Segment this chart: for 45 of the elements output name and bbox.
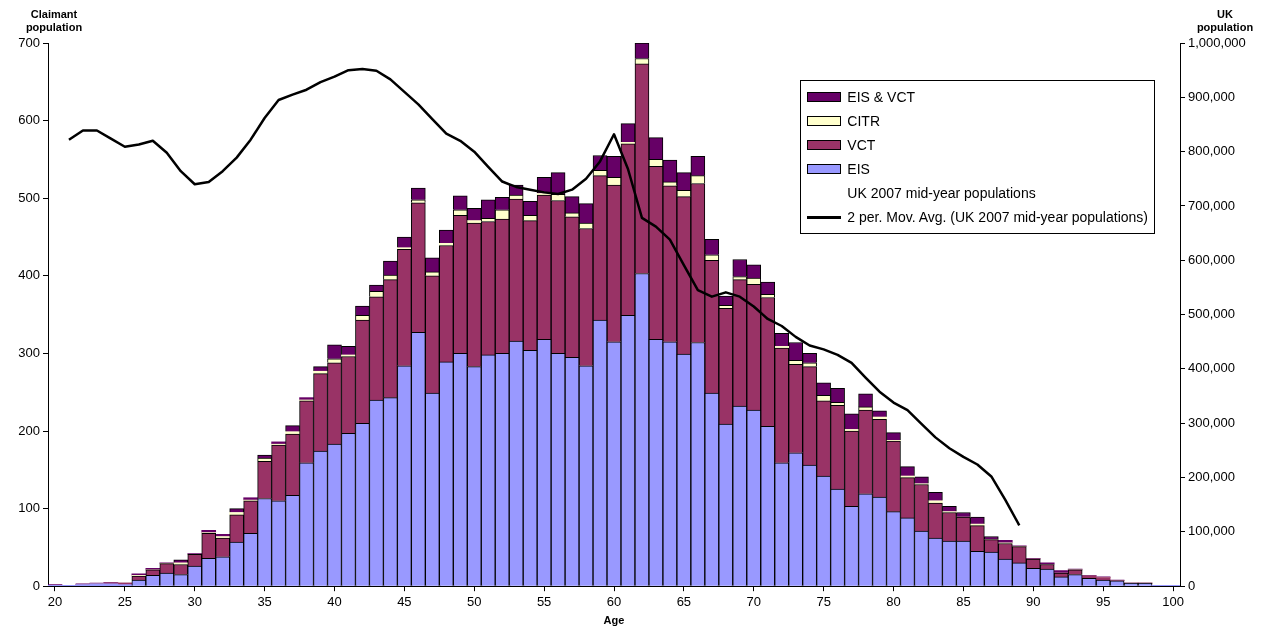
y2-tick-label: 1,000,000 bbox=[1188, 34, 1246, 50]
x-axis-title: Age bbox=[603, 614, 625, 627]
y2-tick-label: 700,000 bbox=[1188, 197, 1235, 213]
y-tick-label: 0 bbox=[32, 577, 40, 593]
x-tick-label: 80 bbox=[886, 593, 901, 609]
legend-label: VCT bbox=[847, 137, 876, 153]
y2-tick-label: 600,000 bbox=[1188, 251, 1235, 267]
x-tick-label: 45 bbox=[397, 593, 412, 609]
y2-tick-label: 300,000 bbox=[1188, 414, 1235, 430]
y-tick-label: 600 bbox=[18, 112, 40, 128]
x-tick-label: 90 bbox=[1026, 593, 1041, 609]
x-tick-label: 70 bbox=[746, 593, 761, 609]
y-tick-label: 300 bbox=[18, 344, 40, 360]
y-tick-label: 100 bbox=[18, 500, 40, 516]
y2-tick-label: 500,000 bbox=[1188, 306, 1235, 322]
x-tick-label: 95 bbox=[1095, 593, 1111, 609]
y2-tick-label: 200,000 bbox=[1188, 469, 1235, 485]
legend-label: EIS & VCT bbox=[847, 89, 916, 105]
x-tick-label: 40 bbox=[327, 593, 342, 609]
x-tick-label: 55 bbox=[536, 593, 552, 609]
y-axis-title: Claimant population bbox=[24, 8, 84, 34]
legend-label: CITR bbox=[847, 113, 881, 129]
y2-tick-label: 100,000 bbox=[1188, 523, 1235, 539]
y-tick-label: 200 bbox=[18, 422, 40, 438]
x-tick-label: 60 bbox=[606, 593, 622, 609]
x-tick-label: 65 bbox=[676, 593, 692, 609]
x-tick-label: 100 bbox=[1162, 593, 1184, 609]
legend-label: EIS bbox=[847, 161, 870, 177]
legend-label: 2 per. Mov. Avg. (UK 2007 mid-year populations) bbox=[847, 209, 1148, 225]
x-tick-label: 75 bbox=[816, 593, 831, 609]
y-tick-label: 400 bbox=[18, 267, 40, 283]
x-tick-label: 20 bbox=[47, 593, 63, 609]
y2-tick-label: 400,000 bbox=[1188, 360, 1235, 376]
x-tick-label: 35 bbox=[257, 593, 272, 609]
y2-axis-title: UK population bbox=[1195, 8, 1255, 34]
x-tick-label: 50 bbox=[467, 593, 482, 609]
y2-tick-label: 900,000 bbox=[1188, 88, 1235, 104]
x-tick-label: 30 bbox=[187, 593, 202, 609]
y2-tick-label: 0 bbox=[1188, 577, 1196, 593]
x-tick-label: 25 bbox=[117, 593, 133, 609]
y-tick-label: 500 bbox=[18, 189, 40, 205]
y2-tick-label: 800,000 bbox=[1188, 143, 1235, 159]
y-tick-label: 700 bbox=[18, 34, 40, 50]
x-tick-label: 85 bbox=[956, 593, 971, 609]
text: UK 2007 mid-year populations bbox=[847, 185, 1036, 201]
